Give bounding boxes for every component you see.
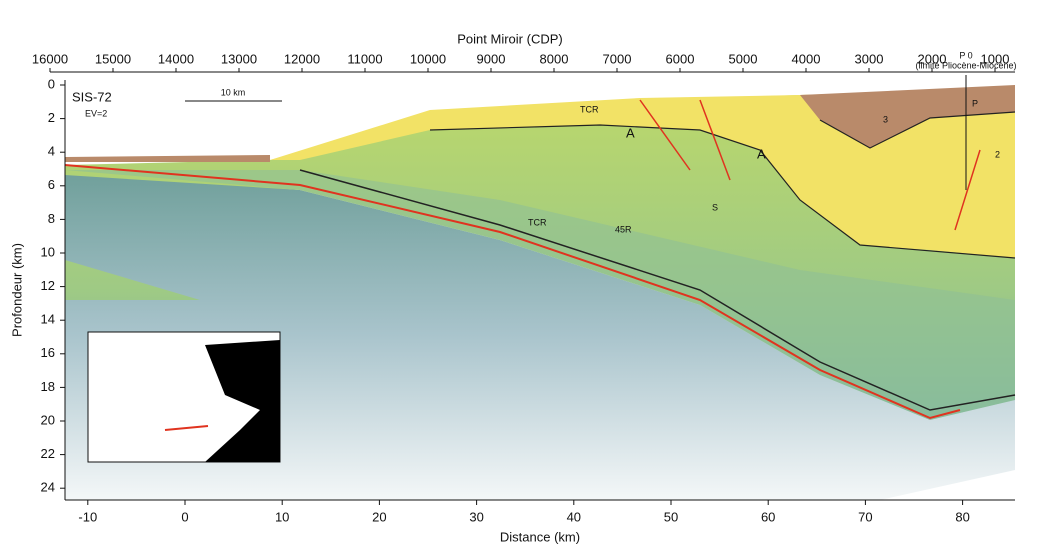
brown-layer-left	[65, 155, 270, 162]
marker-note: (limite Pliocène-Miocène)	[915, 60, 1016, 70]
horizon	[429, 124, 1016, 259]
unit-label: 3	[883, 114, 888, 124]
left-tick-label: 16	[41, 345, 55, 360]
left-axis-title: Profondeur (km)	[9, 243, 24, 337]
top-tick-label: 16000	[32, 51, 68, 66]
left-tick-label: 8	[48, 211, 55, 226]
top-tick-label: 6000	[666, 51, 695, 66]
left-tick-label: 22	[41, 446, 55, 461]
horizon	[819, 111, 1016, 149]
left-tick-label: 2	[48, 110, 55, 125]
left-tick-label: 0	[48, 76, 55, 91]
top-tick-label: 13000	[221, 51, 257, 66]
unit-label: S	[712, 202, 718, 212]
left-tick-label: 20	[41, 412, 55, 427]
top-axis-title: Point Miroir (CDP)	[457, 31, 562, 46]
yellow-layer	[270, 88, 1015, 258]
top-tick-label: 4000	[792, 51, 821, 66]
marker-label: P 0	[959, 50, 972, 60]
unit-label: P	[972, 98, 978, 108]
fault-line	[639, 99, 691, 171]
fault-line	[64, 164, 961, 420]
scale-label: 10 km	[221, 87, 246, 97]
left-tick-label: 6	[48, 177, 55, 192]
top-tick-label: 5000	[729, 51, 758, 66]
bottom-tick-label: 10	[275, 509, 289, 524]
top-tick-label: 2000	[918, 51, 947, 66]
top-tick-label: 12000	[284, 51, 320, 66]
bottom-tick-label: -10	[78, 509, 97, 524]
bottom-axis-title: Distance (km)	[500, 529, 580, 544]
unit-label: TCR	[580, 104, 599, 114]
unit-label: A	[626, 125, 635, 140]
inset-land	[205, 340, 280, 462]
deep-layer	[65, 170, 1015, 500]
top-tick-label: 14000	[158, 51, 194, 66]
unit-label: A	[757, 146, 766, 161]
top-tick-label: 3000	[855, 51, 884, 66]
left-tick-label: 18	[41, 379, 55, 394]
profile-label: SIS-72	[72, 89, 112, 104]
unit-label: TCR	[528, 217, 547, 227]
bottom-tick-label: 30	[469, 509, 483, 524]
top-tick-label: 11000	[347, 51, 382, 66]
exaggeration-label: EV=2	[85, 108, 107, 118]
bottom-tick-label: 20	[372, 509, 386, 524]
bottom-tick-label: 40	[567, 509, 581, 524]
top-tick-label: 1000	[981, 51, 1010, 66]
left-tick-label: 14	[41, 312, 55, 327]
fault-line	[699, 99, 731, 181]
top-tick-label: 8000	[540, 51, 569, 66]
top-tick-label: 15000	[95, 51, 131, 66]
inset-profile	[164, 425, 209, 431]
bottom-tick-label: 80	[955, 509, 969, 524]
left-tick-label: 24	[41, 480, 55, 495]
top-tick-label: 10000	[410, 51, 446, 66]
unit-label: 45R	[615, 224, 632, 234]
top-tick-label: 9000	[477, 51, 506, 66]
bottom-tick-label: 0	[181, 509, 188, 524]
bottom-tick-label: 70	[858, 509, 872, 524]
left-tick-label: 10	[41, 244, 55, 259]
left-tick-label: 12	[41, 278, 55, 293]
green-fade	[65, 170, 1015, 420]
bottom-tick-label: 50	[664, 509, 678, 524]
bottom-tick-label: 60	[761, 509, 775, 524]
horizon	[299, 169, 1016, 411]
left-tick-label: 4	[48, 144, 55, 159]
unit-label: 2	[995, 149, 1000, 159]
top-tick-label: 7000	[603, 51, 632, 66]
brown-layer	[800, 85, 1015, 148]
fault-line	[954, 149, 981, 231]
